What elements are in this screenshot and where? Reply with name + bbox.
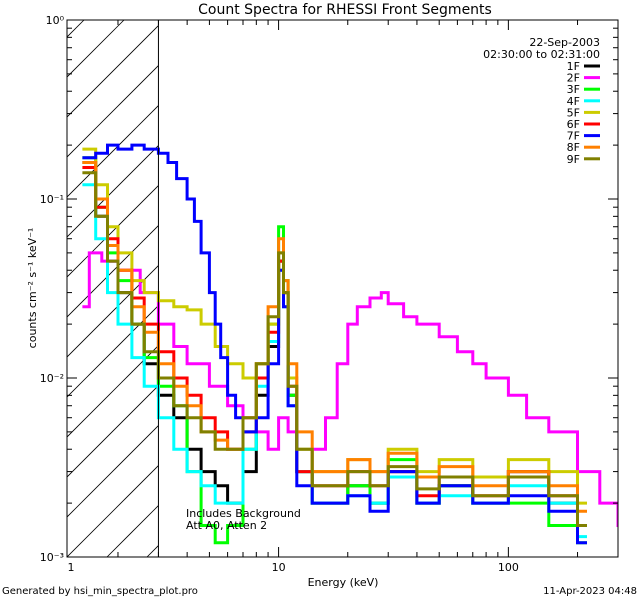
y-tick-label-2: 10⁻²	[40, 372, 64, 385]
legend-label-4F: 4F	[567, 95, 580, 108]
legend-label-8F: 8F	[567, 141, 580, 154]
legend-label-3F: 3F	[567, 83, 580, 96]
y-tick-label-0: 10⁰	[46, 14, 65, 27]
time-range-label: 02:30:00 to 02:31:00	[483, 48, 600, 61]
hatch-line	[106, 504, 159, 557]
hatch-line	[67, 20, 125, 78]
hatch-line	[67, 424, 159, 518]
x-tick-label-10: 10	[272, 561, 286, 574]
legend-label-2F: 2F	[567, 72, 580, 85]
footer-timestamp: 11-Apr-2023 04:48	[543, 586, 637, 597]
y-tick-label-3: 10⁻³	[40, 551, 64, 564]
axis-ticks	[67, 20, 619, 558]
series-line-9F	[82, 171, 587, 527]
hatch-line	[67, 20, 85, 38]
hatch-line	[67, 24, 159, 118]
footer-generator: Generated by hsi_min_spectra_plot.pro	[2, 586, 198, 597]
hatch-line	[67, 64, 159, 158]
x-tick-label-100: 100	[498, 561, 519, 574]
hatch-line	[67, 104, 159, 198]
hatch-line	[67, 264, 159, 358]
legend-label-7F: 7F	[567, 130, 580, 143]
series-layer	[82, 143, 618, 545]
x-axis-label: Energy (keV)	[308, 576, 379, 589]
annotation-attenuator: Att A0, Atten 2	[186, 519, 267, 532]
hatch-line	[67, 224, 159, 318]
y-tick-label-1: 10⁻¹	[40, 193, 64, 206]
legend-label-5F: 5F	[567, 106, 580, 119]
legend-label-9F: 9F	[567, 153, 580, 166]
hatch-line	[627, 20, 640, 557]
hatch-line	[67, 144, 159, 238]
legend-label-6F: 6F	[567, 118, 580, 131]
date-label: 22-Sep-2003	[529, 36, 600, 49]
annotation-background: Includes Background	[186, 507, 301, 520]
chart-title: Count Spectra for RHESSI Front Segments	[198, 2, 492, 18]
hatch-line	[0, 20, 4, 557]
hatch-line	[67, 464, 159, 557]
hatched-region	[0, 20, 640, 557]
hatch-line	[67, 184, 159, 278]
x-tick-label-1: 1	[68, 561, 75, 574]
hatch-line	[67, 384, 159, 478]
y-axis-label: counts cm⁻² s⁻¹ keV⁻¹	[26, 228, 39, 349]
legend-label-1F: 1F	[567, 60, 580, 73]
plot-frame	[66, 19, 619, 558]
series-line-2F	[82, 251, 618, 527]
